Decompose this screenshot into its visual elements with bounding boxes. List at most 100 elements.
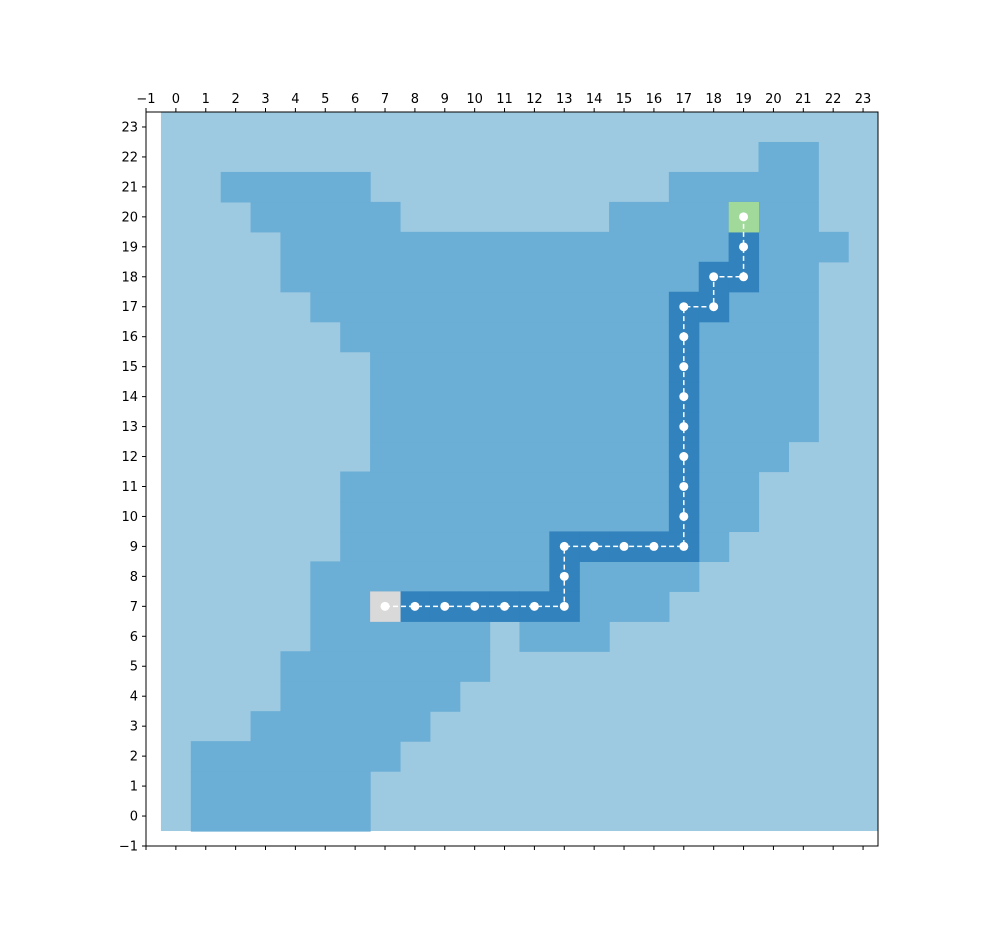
path-point [679,452,689,462]
x-tick-label: 6 [351,92,359,107]
region-cell [609,201,819,233]
x-tick-label: 11 [496,92,513,107]
x-tick-label: 17 [676,92,693,107]
y-tick-label: 22 [121,150,138,165]
x-tick-label: 4 [291,92,299,107]
path-point [679,332,689,342]
path-point [739,242,749,252]
path-point [500,601,510,611]
x-tick-label: 0 [172,92,180,107]
y-tick-label: 23 [121,120,138,135]
y-tick-label: 8 [130,570,138,585]
y-tick-label: 9 [130,540,138,555]
x-tick-label: 16 [646,92,663,107]
path-point [559,571,569,581]
path-point [649,541,659,551]
x-tick-label: 12 [526,92,543,107]
path-point [709,272,719,282]
region-cell [310,621,491,652]
y-tick-label: 20 [121,210,138,225]
x-tick-label: −1 [136,92,155,107]
path-point [739,272,749,282]
path-point [589,541,599,551]
path-point [440,601,450,611]
x-tick-label: 3 [261,92,269,107]
y-tick-label: 15 [121,360,138,375]
axis-ticks: −1 0 1 2 3 4 5 6 7 8 9 10 11 12 13 14 15 16 17 18 19 20 21 22 23… [119,92,872,855]
y-tick-label: 3 [130,720,138,735]
region-cell [310,291,819,323]
x-tick-label: 7 [381,92,389,107]
path-point [559,541,569,551]
y-tick-label: 13 [121,420,138,435]
region-cell [280,651,491,682]
region-cell [190,771,371,802]
region-cell [280,231,849,263]
y-tick-label: 4 [130,690,138,705]
y-tick-label: 7 [130,600,138,615]
x-tick-label: 18 [705,92,722,107]
region-cell [370,351,819,383]
y-tick-label: 5 [130,660,138,675]
y-tick-label: 10 [121,510,138,525]
region-cell [668,171,819,203]
y-tick-label: 12 [121,450,138,465]
y-tick-label: 17 [121,300,138,315]
x-tick-label: 22 [825,92,842,107]
path-point [679,392,689,402]
region-cell [250,711,431,742]
y-tick-label: 0 [130,810,138,825]
path-point [679,481,689,491]
path-point [559,601,569,611]
grid-cells [160,112,878,832]
y-tick-label: 2 [130,750,138,765]
path-layer [380,212,749,611]
region-cell [370,381,819,413]
path-point [380,601,390,611]
y-tick-label: −1 [119,840,138,855]
region-cell [340,321,819,353]
path-point [679,302,689,312]
region-cell [250,201,401,233]
x-tick-label: 19 [735,92,752,107]
path-point [529,601,539,611]
x-tick-label: 9 [441,92,449,107]
path-point [679,541,689,551]
y-tick-label: 19 [121,240,138,255]
y-tick-label: 16 [121,330,138,345]
x-tick-label: 1 [202,92,210,107]
x-tick-label: 21 [795,92,812,107]
region-cell [370,441,789,473]
region-cell [220,171,371,203]
path-point [679,511,689,521]
x-tick-label: 2 [231,92,239,107]
x-tick-label: 8 [411,92,419,107]
path-line [385,216,745,608]
path-point [410,601,420,611]
y-tick-label: 11 [121,480,138,495]
region-cell [190,741,401,772]
region-cell [758,141,819,173]
x-tick-label: 5 [321,92,329,107]
path-point [709,302,719,312]
path-point [739,212,749,222]
path-point [470,601,480,611]
y-tick-label: 14 [121,390,138,405]
y-tick-label: 1 [130,780,138,795]
path-point [619,541,629,551]
region-cell [370,411,819,443]
x-tick-label: 14 [586,92,603,107]
path-point [679,362,689,372]
x-tick-label: 13 [556,92,573,107]
plot-frame [145,111,879,847]
y-tick-label: 21 [121,180,138,195]
region-cell [310,561,700,592]
region-cell [280,681,461,712]
y-tick-label: 18 [121,270,138,285]
path-point [679,422,689,432]
x-tick-label: 20 [765,92,782,107]
region-cell [519,621,610,652]
x-tick-label: 23 [855,92,872,107]
y-tick-label: 6 [130,630,138,645]
